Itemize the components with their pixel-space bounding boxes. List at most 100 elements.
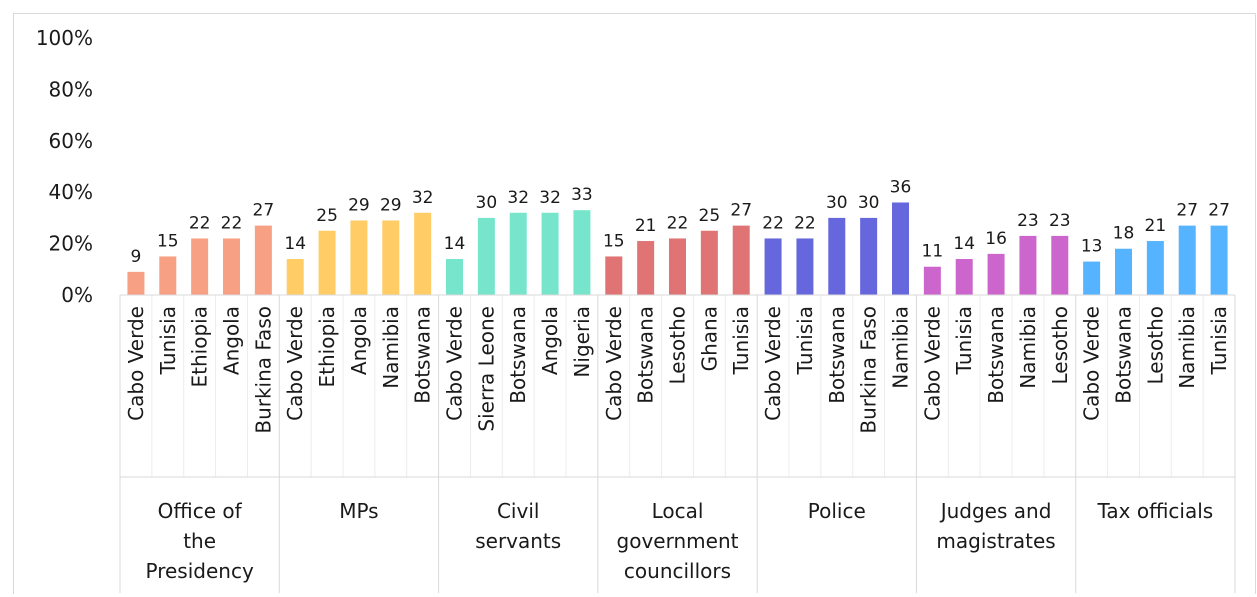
bar (1019, 235, 1037, 295)
bar (1178, 225, 1196, 295)
data-label: 21 (1145, 216, 1167, 236)
bar (637, 241, 655, 295)
data-label: 33 (571, 185, 593, 205)
data-label: 30 (858, 193, 880, 213)
y-tick-label: 100% (36, 26, 93, 50)
group-label: Police (808, 499, 866, 523)
group-label: servants (475, 529, 561, 553)
category-label: Lesotho (1048, 306, 1072, 385)
group-label: councillors (624, 559, 731, 583)
bar (764, 238, 782, 295)
data-label: 27 (1176, 201, 1198, 221)
bar (541, 212, 559, 295)
y-tick-label: 0% (61, 283, 93, 307)
bar (223, 238, 240, 295)
bar (955, 259, 973, 295)
data-label: 22 (794, 213, 816, 233)
data-label: 23 (1017, 211, 1039, 231)
category-label: Ethiopia (315, 306, 339, 387)
group-label: Presidency (146, 559, 254, 583)
bar (892, 202, 909, 295)
data-label: 30 (476, 193, 498, 213)
category-label: Namibia (379, 306, 403, 389)
y-tick-label: 20% (49, 232, 93, 256)
data-label: 22 (221, 213, 243, 233)
category-label: Nigeria (570, 306, 594, 378)
category-label: Botswana (825, 306, 849, 404)
bar (254, 225, 272, 295)
data-label: 23 (1049, 211, 1071, 231)
category-label: Ghana (697, 306, 721, 371)
group-label: magistrates (936, 529, 1055, 553)
group-label: MPs (339, 499, 378, 523)
y-tick-label: 80% (49, 77, 93, 101)
data-label: 11 (922, 242, 944, 262)
data-label: 29 (348, 195, 370, 215)
category-label: Cabo Verde (1080, 306, 1104, 421)
data-label: 25 (699, 206, 721, 226)
category-label: Tunisia (1207, 306, 1231, 375)
bar (127, 271, 145, 295)
category-label: Tunisia (952, 306, 976, 375)
group-label: Civil (497, 499, 539, 523)
bar (1146, 241, 1164, 295)
data-label: 14 (444, 234, 466, 254)
category-label: Namibia (1175, 306, 1199, 389)
bar (573, 210, 591, 295)
category-label: Sierra Leone (474, 306, 498, 432)
category-label: Cabo Verde (761, 306, 785, 421)
bar (987, 253, 1005, 295)
y-tick-label: 60% (49, 129, 93, 153)
data-label: 16 (985, 229, 1007, 249)
group-label: Tax officials (1096, 499, 1213, 523)
category-label: Angola (220, 306, 244, 375)
data-label: 32 (539, 188, 561, 208)
data-label: 9 (131, 247, 142, 267)
category-label: Botswana (506, 306, 530, 404)
category-label: Angola (347, 306, 371, 375)
bar (414, 212, 432, 295)
data-label: 32 (412, 188, 434, 208)
bar (477, 217, 495, 295)
group-label: government (617, 529, 739, 553)
category-label: Tunisia (793, 306, 817, 375)
data-label: 22 (762, 213, 784, 233)
bar (286, 259, 304, 295)
category-label: Botswana (634, 306, 658, 404)
bar (382, 220, 400, 295)
data-label: 13 (1081, 237, 1103, 257)
group-label: the (183, 529, 216, 553)
data-label: 32 (507, 188, 529, 208)
category-label: Namibia (889, 306, 913, 389)
data-label: 27 (253, 201, 275, 221)
bar (732, 225, 750, 295)
category-label: Botswana (984, 306, 1008, 404)
data-label: 18 (1113, 224, 1135, 244)
data-label: 14 (284, 234, 306, 254)
group-label: Judges and (939, 499, 1052, 523)
y-tick-label: 40% (49, 180, 93, 204)
bar (350, 220, 368, 295)
category-label: Burkina Faso (251, 306, 275, 434)
bar (700, 230, 718, 295)
category-label: Ethiopia (188, 306, 212, 387)
data-label: 14 (953, 234, 975, 254)
category-label: Namibia (1016, 306, 1040, 389)
category-label: Lesotho (1143, 306, 1167, 385)
data-label: 36 (890, 177, 912, 197)
category-label: Lesotho (666, 306, 690, 385)
bar (860, 217, 878, 295)
bar (1083, 261, 1101, 295)
data-label: 25 (316, 206, 338, 226)
bar (605, 256, 623, 295)
group-label: Office of (158, 499, 243, 523)
bar (446, 259, 463, 295)
data-label: 27 (1208, 201, 1230, 221)
category-label: Botswana (1112, 306, 1136, 404)
data-label: 22 (189, 213, 211, 233)
category-label: Cabo Verde (124, 306, 148, 421)
data-label: 27 (730, 201, 752, 221)
category-label: Burkina Faso (857, 306, 881, 434)
bar (669, 238, 686, 295)
